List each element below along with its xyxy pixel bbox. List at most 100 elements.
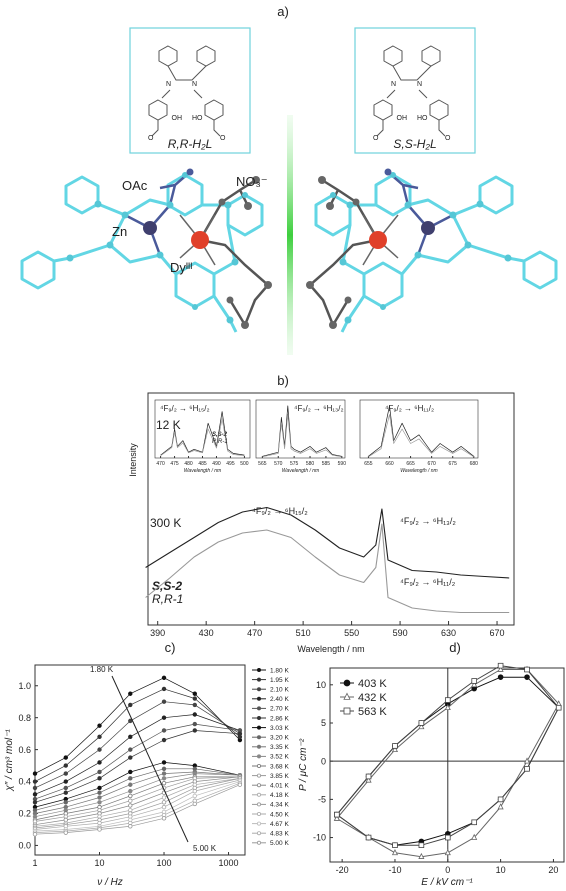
atom-label: O (373, 135, 379, 142)
x-tick-label: 665 (406, 461, 415, 467)
data-point (523, 757, 531, 764)
legend-label: 4.01 K (270, 782, 289, 789)
y-tick-label: -10 (313, 833, 326, 843)
series-label: R,R-1 (152, 592, 183, 606)
annotation: 5.00 K (193, 844, 217, 853)
trend-arrow (111, 675, 189, 843)
atom-label: Zn (112, 224, 127, 239)
annotation: ⁴F₉/₂ → ⁶H₁₁/₂ (400, 577, 456, 587)
legend-marker (256, 764, 261, 769)
x-tick-label: 585 (322, 461, 331, 467)
data-point (497, 665, 504, 672)
data-point (192, 721, 198, 727)
data-point (192, 788, 198, 794)
panel-label: b) (277, 373, 289, 388)
legend-marker (256, 668, 261, 673)
data-point (192, 712, 198, 717)
data-point (128, 782, 133, 787)
data-point (161, 715, 167, 720)
data-point (32, 792, 38, 797)
data-point (444, 849, 451, 856)
x-tick-label: 10 (95, 858, 105, 868)
data-point (97, 747, 102, 752)
series-line (262, 414, 342, 458)
legend-label: 3.20 K (270, 734, 289, 741)
series-line (145, 506, 510, 579)
x-tick-label: 470 (247, 628, 262, 638)
data-point (444, 834, 451, 841)
data-point (128, 702, 133, 708)
data-point (365, 773, 372, 780)
data-point (444, 697, 451, 703)
data-point (334, 811, 340, 818)
y-tick-label: 0 (321, 756, 326, 766)
atom-label: O (220, 135, 226, 142)
legend-label: 4.67 K (270, 821, 289, 828)
data-point (32, 832, 38, 837)
series-label: S,S-2 (212, 432, 228, 438)
data-point (365, 834, 372, 841)
ligand-box: N N OH HO O O (129, 27, 251, 154)
plot-frame (147, 392, 515, 626)
legend-label: 5.00 K (270, 840, 289, 847)
data-point (128, 798, 133, 803)
series-line (368, 414, 474, 458)
legend-marker (343, 679, 351, 687)
legend-label: 563 K (358, 706, 387, 718)
data-point (32, 771, 38, 776)
x-axis-title: Wavelength / nm (184, 468, 221, 474)
data-point (192, 793, 198, 799)
data-point (497, 674, 504, 680)
series-line (368, 405, 475, 457)
x-tick-label: 1 (32, 858, 37, 868)
legend-marker (256, 696, 261, 701)
legend-label: 3.35 K (270, 744, 289, 751)
y-tick-label: 0.0 (18, 841, 31, 851)
x-tick-label: 670 (490, 628, 505, 638)
legend-label: 1.80 K (270, 667, 289, 674)
legend-label: 4.34 K (270, 802, 289, 809)
x-tick-label: 390 (150, 628, 165, 638)
x-tick-label: -10 (388, 865, 401, 875)
data-point (418, 720, 425, 726)
atom-label: OH (397, 115, 408, 122)
legend-label: 1.95 K (270, 677, 289, 684)
data-point (391, 745, 399, 753)
data-point (333, 814, 340, 821)
data-point (128, 755, 133, 760)
x-tick-label: 550 (344, 628, 359, 638)
x-tick-label: 660 (385, 461, 394, 467)
legend-marker (256, 706, 261, 711)
x-tick-label: 10 (496, 865, 506, 875)
x-tick-label: 630 (441, 628, 456, 638)
data-point (497, 662, 504, 669)
x-axis-title: Wavelength / nm (282, 468, 319, 474)
x-tick-label: 580 (306, 461, 315, 467)
x-tick-label: 675 (449, 461, 458, 467)
data-point (97, 776, 102, 781)
x-tick-label: 430 (199, 628, 214, 638)
atom-label: N (417, 81, 422, 88)
legend-marker (256, 725, 261, 730)
data-point (97, 800, 102, 805)
data-point (192, 696, 198, 701)
data-point (471, 833, 478, 840)
data-point (63, 830, 68, 835)
y-tick-label: 0.2 (18, 809, 31, 819)
data-point (392, 743, 398, 749)
data-point (161, 760, 167, 765)
series-line (160, 411, 245, 456)
atom-label: NO₃⁻ (236, 174, 268, 189)
data-point (161, 795, 167, 800)
legend-marker (256, 677, 261, 682)
legend-label: 3.85 K (270, 773, 289, 780)
x-tick-label: 0 (445, 865, 450, 875)
data-point (128, 793, 133, 799)
y-tick-label: 5 (321, 718, 326, 728)
legend-marker (256, 687, 261, 692)
data-point (128, 776, 133, 781)
atom-label: N (391, 81, 396, 88)
x-tick-label: 495 (226, 461, 235, 467)
data-point (237, 731, 243, 736)
x-tick-label: 565 (258, 461, 267, 467)
